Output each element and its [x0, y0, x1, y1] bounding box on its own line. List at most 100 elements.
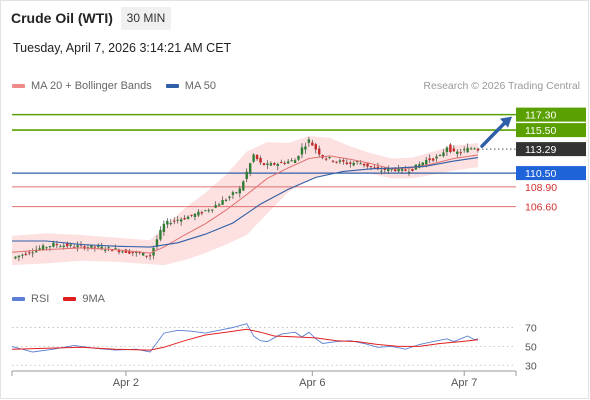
legend-item-rsi: RSI — [12, 293, 49, 305]
candle-body — [286, 161, 290, 164]
legend-label-ma20: MA 20 + Bollinger Bands — [31, 80, 152, 92]
candle-body — [314, 144, 317, 150]
level-tag-113.29 — [516, 142, 586, 157]
candle-body — [445, 147, 449, 153]
level-label-115.50: 115.50 — [525, 125, 556, 137]
candle-body — [466, 147, 469, 153]
candle-body — [117, 249, 121, 253]
legend-label-ma50: MA 50 — [184, 80, 216, 92]
candle-body — [407, 171, 411, 173]
candle-body — [17, 255, 21, 258]
candle-body — [431, 158, 435, 161]
candle-body — [269, 163, 273, 166]
candle-body — [473, 148, 476, 150]
candle-body — [393, 169, 397, 171]
x-tick-label-Apr-7: Apr 7 — [451, 377, 477, 389]
timestamp: Tuesday, April 7, 2026 3:14:21 AM CET — [13, 41, 232, 55]
level-label-113.29: 113.29 — [525, 144, 556, 156]
candle-body — [183, 217, 186, 220]
candle-body — [397, 167, 400, 172]
candle-body — [41, 245, 45, 250]
candle-body — [245, 171, 248, 180]
candle-body — [248, 163, 252, 174]
candle-body — [311, 142, 314, 146]
rsi-tick-label-30: 30 — [525, 360, 537, 372]
candle-body — [86, 247, 90, 249]
candle-body — [304, 146, 307, 150]
candle-body — [217, 204, 221, 206]
candle-body — [128, 250, 131, 254]
candle-body — [273, 163, 276, 165]
x-tick-label-Apr-2: Apr 2 — [113, 377, 139, 389]
candle-body — [331, 160, 335, 162]
candle-body — [359, 163, 362, 165]
candle-body — [280, 162, 283, 164]
candle-body — [362, 163, 366, 166]
candle-body — [135, 252, 138, 254]
candle-body — [380, 170, 383, 172]
candle-body — [259, 157, 262, 163]
candle-body — [34, 249, 38, 253]
candle-body — [121, 251, 124, 253]
candle-body — [355, 161, 359, 163]
candle-body — [76, 245, 79, 248]
candle-body — [211, 209, 214, 211]
candle-body — [59, 246, 62, 248]
legend-swatch-9ma — [63, 297, 77, 301]
candle-body — [266, 163, 269, 166]
level-tag-110.50 — [516, 166, 586, 181]
candle-body — [176, 219, 179, 221]
candle-body — [14, 256, 17, 259]
candle-body — [328, 157, 331, 159]
bollinger-band-area — [12, 136, 478, 266]
candle-body — [376, 166, 380, 170]
candle-body — [97, 245, 100, 248]
candle-body — [193, 213, 197, 218]
candle-body — [124, 249, 128, 253]
candle-body — [307, 139, 311, 143]
candle-body — [442, 152, 445, 157]
candle-body — [449, 144, 452, 153]
candle-body — [335, 161, 338, 163]
candle-body — [28, 252, 31, 254]
candle-body — [262, 163, 266, 165]
candle-body — [293, 160, 297, 163]
candle-body — [231, 192, 235, 195]
legend-item-9ma: 9MA — [63, 293, 105, 305]
candle-body — [21, 254, 24, 256]
candle-body — [369, 166, 373, 168]
candle-body — [421, 162, 424, 166]
candle-body — [324, 158, 328, 160]
projection-arrow-head — [500, 116, 512, 128]
candle-body — [55, 244, 59, 246]
candle-body — [145, 255, 148, 257]
legend-item-ma50: MA 50 — [165, 80, 216, 92]
candle-body — [186, 216, 190, 220]
candle-body — [438, 155, 442, 157]
legend-swatch-ma50 — [165, 84, 179, 88]
chart-title: Crude Oil (WTI) — [11, 10, 113, 26]
candle-body — [338, 160, 342, 162]
candle-body — [476, 148, 480, 151]
timeframe-badge[interactable]: 30 MIN — [121, 7, 171, 30]
legend-swatch-rsi — [12, 297, 25, 301]
rsi-tick-label-70: 70 — [525, 322, 537, 334]
candle-body — [366, 163, 369, 167]
candle-body — [428, 158, 431, 161]
candle-body — [224, 199, 228, 201]
candle-body — [173, 220, 176, 222]
candle-body — [452, 148, 456, 152]
candle-body — [318, 148, 321, 155]
candle-body — [166, 220, 169, 225]
projection-arrow-shaft — [480, 119, 508, 148]
level-label-117.30: 117.30 — [525, 110, 556, 122]
candle-body — [48, 246, 52, 248]
candle-body — [276, 164, 279, 167]
candle-body — [104, 249, 107, 251]
candle-body — [297, 155, 300, 160]
candle-body — [462, 149, 466, 151]
candle-body — [131, 252, 135, 254]
candle-body — [349, 162, 352, 164]
